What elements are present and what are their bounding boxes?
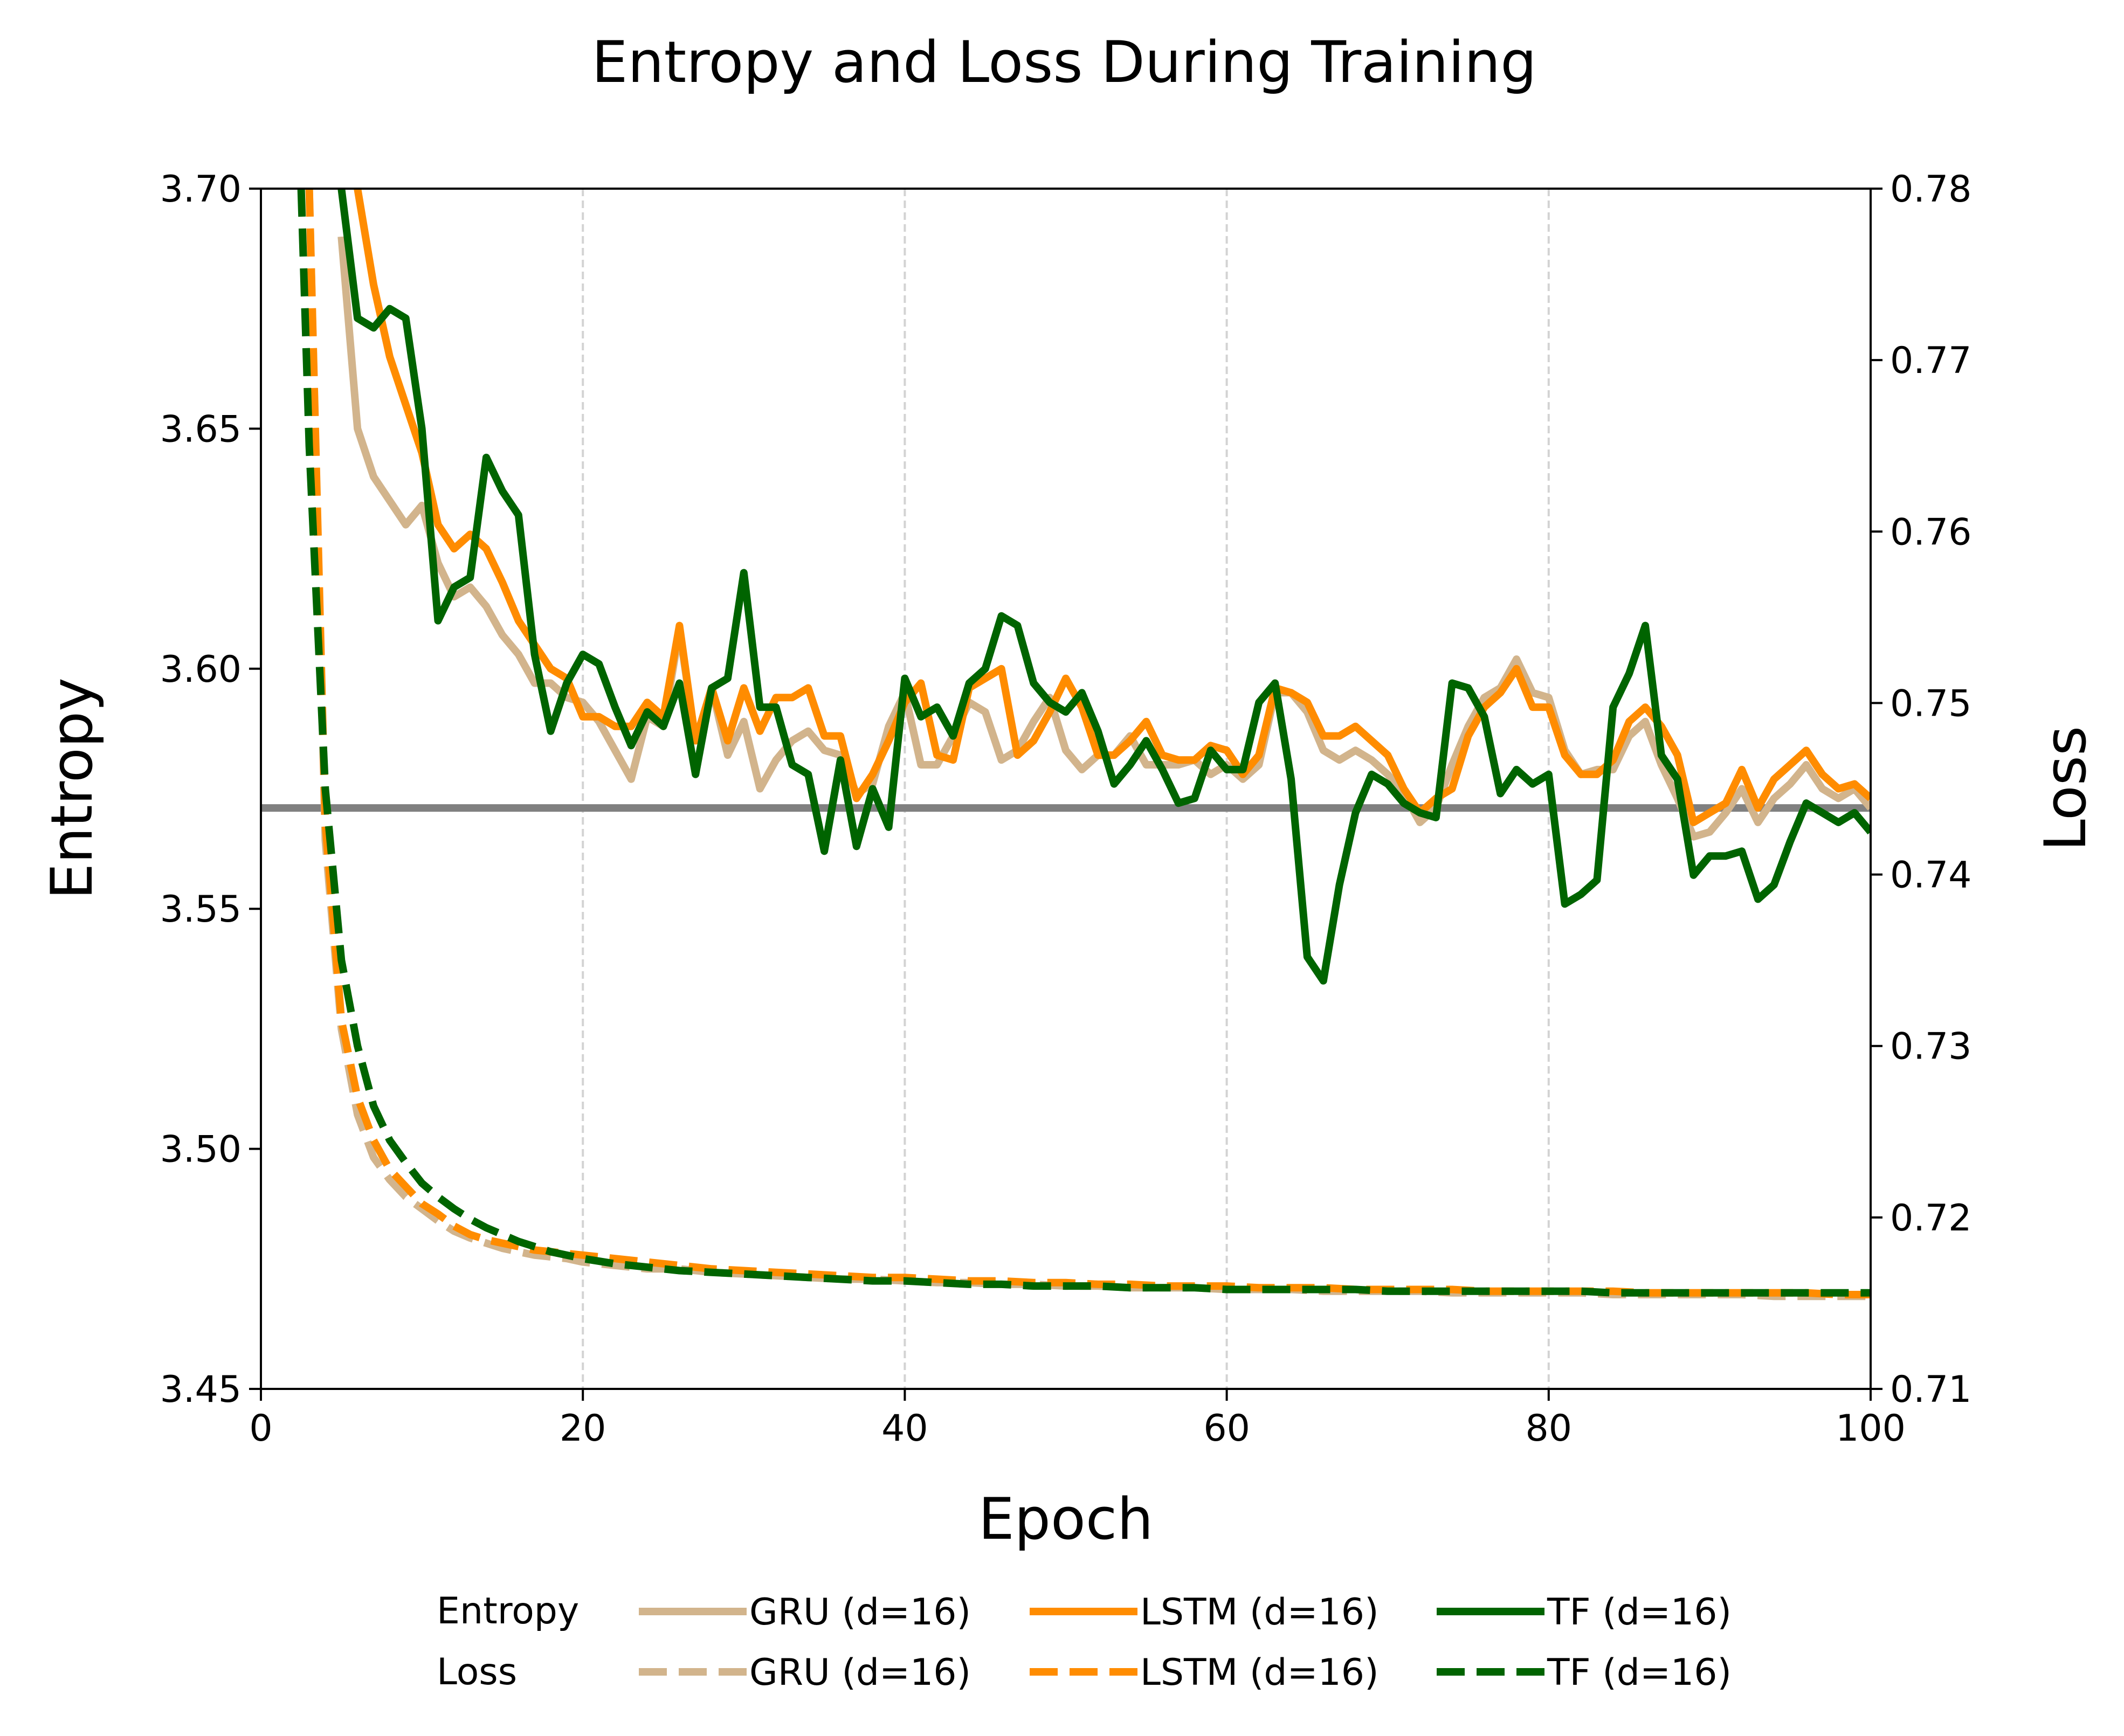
x-tick-label: 80	[1526, 1407, 1573, 1450]
legend-label: TF (d=16)	[1547, 1591, 1732, 1634]
y-tick-label: 3.60	[160, 648, 242, 691]
y2-tick-label: 0.72	[1890, 1197, 1971, 1240]
legend-label: GRU (d=16)	[749, 1591, 971, 1634]
y2-tick-label: 0.77	[1890, 340, 1971, 382]
y-axis-label: Entropy	[39, 677, 105, 900]
x-tick-label: 40	[881, 1407, 928, 1450]
series-entropy-tf	[337, 189, 1871, 985]
y2-tick-label: 0.76	[1890, 511, 1971, 554]
series-layer	[297, 189, 1871, 1301]
y2-tick-label: 0.74	[1890, 854, 1971, 897]
y2-tick-label: 0.78	[1890, 168, 1971, 211]
y2-tick-label: 0.73	[1890, 1026, 1971, 1068]
legend-label: TF (d=16)	[1547, 1651, 1732, 1694]
y2-tick-label: 0.71	[1890, 1368, 1971, 1411]
series-entropy-lstm	[354, 189, 1871, 826]
legend: Entropy Loss GRU (d=16) LSTM (d=16) TF (d=…	[437, 1590, 1732, 1694]
series-loss-tf	[297, 189, 1871, 1297]
y2-axis-ticks: 0.71 0.72 0.73 0.74 0.75 0.76 0.77 0.78	[1871, 168, 1971, 1411]
y-tick-label: 3.70	[160, 168, 242, 211]
x-axis-ticks: 0 20 40 60 80 100	[249, 1389, 1906, 1450]
y2-axis-label: Loss	[2032, 726, 2099, 852]
legend-label: LSTM (d=16)	[1140, 1591, 1379, 1634]
x-tick-label: 20	[560, 1407, 606, 1450]
y-tick-label: 3.45	[160, 1368, 242, 1411]
chart-title: Entropy and Loss During Training	[591, 29, 1536, 95]
legend-label: GRU (d=16)	[749, 1651, 971, 1694]
y-tick-label: 3.55	[160, 888, 242, 931]
x-tick-label: 100	[1836, 1407, 1906, 1450]
y-tick-label: 3.50	[160, 1129, 242, 1171]
y-axis-ticks: 3.45 3.50 3.55 3.60 3.65 3.70	[160, 168, 261, 1411]
legend-label: LSTM (d=16)	[1140, 1651, 1379, 1694]
y-tick-label: 3.65	[160, 408, 242, 451]
legend-row-label-loss: Loss	[437, 1651, 517, 1693]
plot-frame	[260, 188, 1872, 1390]
legend-row-label-entropy: Entropy	[437, 1590, 579, 1633]
x-axis-label: Epoch	[978, 1486, 1154, 1552]
x-tick-label: 60	[1203, 1407, 1250, 1450]
y2-tick-label: 0.75	[1890, 682, 1971, 725]
x-tick-label: 0	[249, 1407, 272, 1450]
